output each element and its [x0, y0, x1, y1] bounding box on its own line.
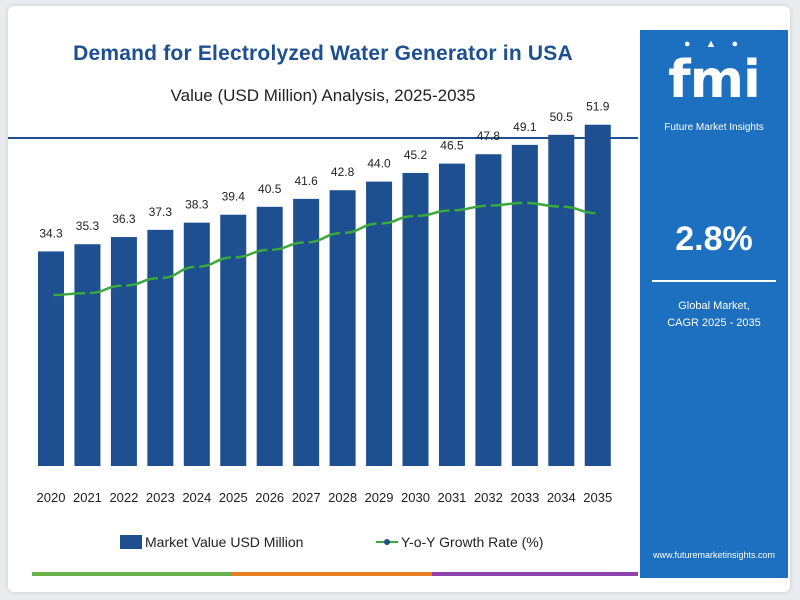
growth-point-2028 [340, 230, 346, 236]
chart-card: Demand for Electrolyzed Water Generator … [8, 6, 790, 592]
bar-2031 [438, 163, 465, 466]
bar-value-label-2029: 44.0 [367, 157, 391, 171]
bar-2029 [366, 181, 393, 466]
bar-value-label-2030: 45.2 [404, 148, 428, 162]
bar-value-label-2031: 46.5 [440, 139, 464, 153]
bar-2033 [511, 144, 538, 466]
company-logo: fmi [668, 50, 761, 110]
growth-point-2033 [522, 200, 528, 206]
growth-point-2034 [558, 204, 564, 210]
website-link[interactable]: www.futuremarketinsights.com [652, 550, 776, 560]
bar-2028 [329, 190, 356, 467]
bar-line-chart: 34.3 2020 35.3 2021 36.3 2022 37.3 2023 38.3 2024… [37, 100, 613, 505]
x-tick-2031: 2031 [437, 490, 466, 505]
bar-value-label-2021: 35.3 [76, 219, 100, 233]
growth-point-2031 [449, 207, 455, 213]
x-tick-2026: 2026 [255, 490, 284, 505]
x-tick-2033: 2033 [510, 490, 539, 505]
bar-2026 [256, 206, 283, 467]
growth-point-2022 [121, 283, 127, 289]
x-tick-2022: 2022 [109, 490, 138, 505]
bar-2022 [110, 237, 137, 466]
x-tick-2030: 2030 [401, 490, 430, 505]
bar-2025 [220, 214, 247, 466]
legend-line-label: Y-o-Y Growth Rate (%) [401, 534, 544, 550]
bar-value-label-2027: 41.6 [294, 174, 318, 188]
cagr-caption-line1: Global Market, [678, 300, 750, 312]
bar-value-label-2020: 34.3 [39, 226, 63, 240]
legend-item-market-value: Market Value USD Million [120, 532, 303, 552]
sidebar-panel: ● ▲ ● fmi Future Market Insights 2.8% Gl… [640, 30, 788, 578]
growth-point-2035 [595, 210, 601, 216]
chart-title: Demand for Electrolyzed Water Generator … [73, 42, 573, 65]
x-tick-2029: 2029 [365, 490, 394, 505]
title-divider [8, 137, 638, 139]
bar-value-label-2023: 37.3 [149, 205, 173, 219]
bar-2020 [38, 251, 64, 466]
growth-point-2021 [84, 290, 90, 296]
x-tick-2021: 2021 [73, 490, 102, 505]
growth-rate-line [50, 201, 598, 297]
growth-point-2023 [157, 275, 163, 281]
growth-point-2029 [376, 221, 382, 227]
growth-point-2025 [230, 254, 236, 260]
bar-value-label-2035: 51.9 [586, 100, 610, 114]
bar-2024 [183, 222, 210, 466]
bar-2030 [402, 172, 429, 466]
bar-value-label-2026: 40.5 [258, 182, 282, 196]
bar-2023 [147, 229, 174, 466]
footer-color-stripe [32, 572, 638, 576]
x-tick-2024: 2024 [182, 490, 211, 505]
growth-point-2024 [194, 264, 200, 270]
x-tick-2034: 2034 [547, 490, 576, 505]
bar-value-label-2022: 36.3 [112, 212, 136, 226]
bar-2034 [548, 134, 575, 467]
bar-2021 [74, 244, 101, 466]
bar-2032 [475, 154, 502, 467]
growth-point-2030 [413, 213, 418, 219]
x-tick-2020: 2020 [37, 490, 66, 505]
growth-point-2027 [303, 239, 309, 245]
x-tick-2025: 2025 [219, 490, 248, 505]
company-name: Future Market Insights [664, 122, 764, 133]
bar-value-label-2025: 39.4 [222, 190, 246, 204]
x-tick-2027: 2027 [292, 490, 321, 505]
bar-value-label-2033: 49.1 [513, 120, 537, 134]
bar-value-label-2034: 50.5 [550, 110, 574, 124]
bar-2027 [293, 198, 320, 466]
cagr-caption-line2: CAGR 2025 - 2035 [667, 317, 761, 329]
cagr-value: 2.8% [675, 220, 753, 258]
growth-point-2026 [267, 247, 273, 253]
x-tick-2032: 2032 [474, 490, 503, 505]
bar-value-label-2028: 42.8 [331, 165, 355, 179]
legend-bar-swatch [120, 535, 142, 549]
legend-bar-label: Market Value USD Million [145, 534, 304, 550]
legend-line-swatch [376, 535, 398, 549]
logo-decoration-icon: ● ▲ ● [683, 38, 745, 50]
sidebar-divider [652, 280, 776, 282]
bar-value-label-2032: 47.8 [477, 129, 501, 143]
chart-subtitle: Value (USD Million) Analysis, 2025-2035 [170, 86, 476, 105]
bar-2035 [584, 124, 611, 466]
legend-item-growth-rate: Y-o-Y Growth Rate (%) [376, 532, 543, 552]
growth-point-2020 [48, 292, 54, 298]
x-tick-2023: 2023 [146, 490, 175, 505]
x-tick-2035: 2035 [583, 490, 612, 505]
x-tick-2028: 2028 [328, 490, 357, 505]
bar-value-label-2024: 38.3 [185, 198, 209, 212]
growth-point-2032 [485, 203, 491, 209]
